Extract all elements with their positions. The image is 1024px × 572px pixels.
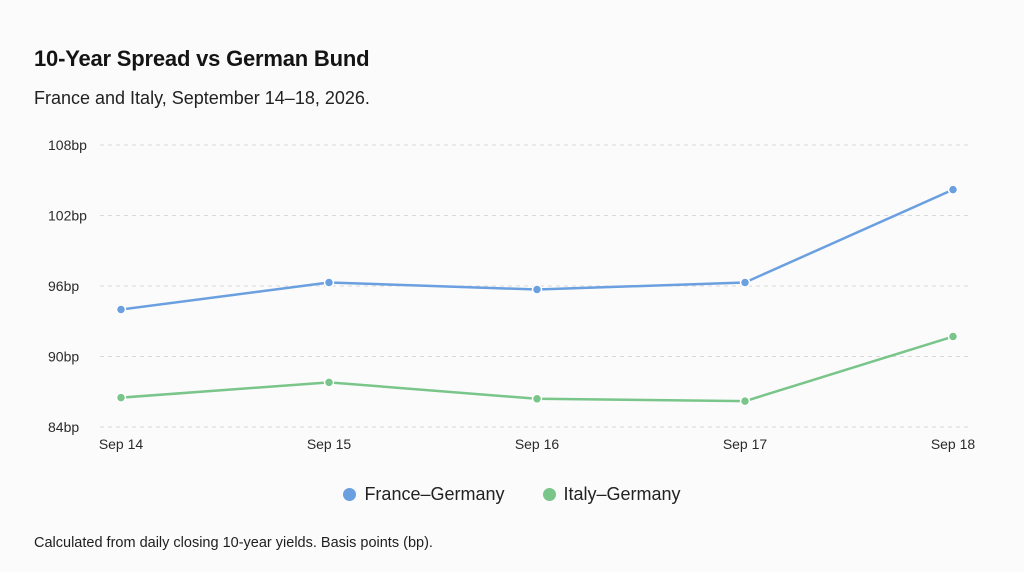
x-tick-label: Sep 18 [931, 436, 976, 452]
y-tick-label: 102bp [48, 208, 87, 224]
data-point-france-germany [115, 304, 127, 315]
data-point-france-germany [739, 277, 751, 288]
x-tick-label: Sep 14 [99, 436, 144, 452]
legend-marker-france-germany [343, 488, 357, 501]
chart-title: 10-Year Spread vs German Bund [34, 46, 370, 71]
data-point-italy-germany [531, 393, 543, 405]
y-tick-label: 108bp [48, 137, 87, 153]
y-tick-label: 90bp [48, 349, 79, 365]
x-tick-label: Sep 17 [723, 436, 768, 452]
data-point-italy-germany [739, 395, 751, 407]
chart-subtitle: France and Italy, September 14–18, 2026. [34, 88, 370, 108]
series-line-italy-germany [119, 335, 955, 403]
data-point-france-germany [531, 284, 543, 295]
legend-item-italy-germany: Italy–Germany [542, 484, 681, 505]
chart-footnote: Calculated from daily closing 10-year yi… [34, 535, 433, 551]
legend-item-france-germany: France–Germany [343, 484, 505, 505]
data-point-france-germany [947, 184, 959, 195]
legend-label-italy-germany: Italy–Germany [563, 484, 681, 504]
data-point-france-germany [323, 277, 335, 288]
x-tick-label: Sep 15 [307, 436, 352, 452]
x-tick-label: Sep 16 [515, 436, 560, 452]
legend-label-france-germany: France–Germany [364, 484, 505, 504]
data-point-italy-germany [947, 331, 959, 342]
data-point-italy-germany [323, 377, 335, 388]
y-tick-label: 96bp [48, 278, 79, 294]
legend-marker-italy-germany [542, 488, 556, 501]
y-tick-label: 84bp [48, 419, 79, 435]
legend: France–Germany Italy–Germany [0, 484, 1024, 505]
data-point-italy-germany [115, 392, 127, 403]
